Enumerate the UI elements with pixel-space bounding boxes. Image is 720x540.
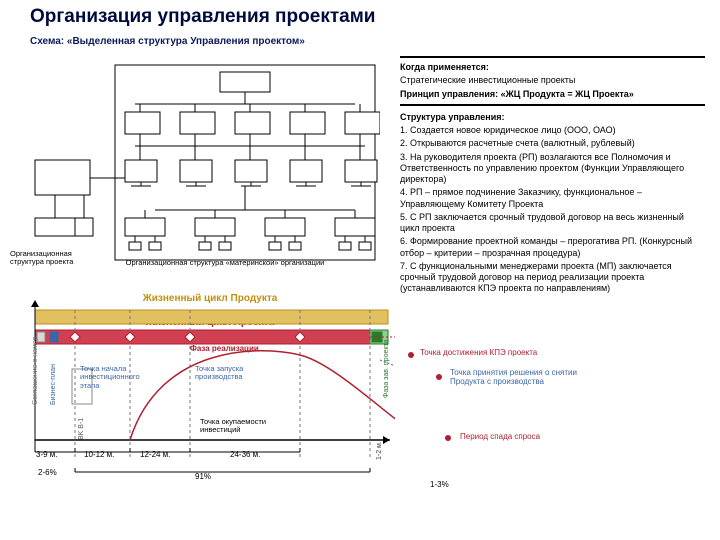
- vlabel-exit-phase: Фаза зав. проекта: [383, 339, 390, 398]
- dot-kpe: [408, 352, 414, 358]
- ann-decision-point: Точка принятия решения о снятии Продукта…: [450, 368, 590, 386]
- vlabel-1-2m: 1-2 м.: [376, 441, 383, 460]
- when-heading: Когда применяется:: [400, 62, 705, 73]
- phase-realization-label: Фаза реализации: [190, 344, 259, 353]
- milestone-payback-point: Точка окупаемости инвестиций: [200, 418, 270, 435]
- lifecycle-chart: [20, 290, 395, 490]
- page-title: Организация управления проектами: [30, 6, 375, 28]
- structure-heading: Структура управления:: [400, 112, 705, 123]
- ann-kpe-point: Точка достижения КПЭ проекта: [420, 348, 540, 357]
- structure-p4: 4. РП – прямое подчинение Заказчику, фун…: [400, 187, 705, 210]
- structure-p7: 7. С функциональными менеджерами проекта…: [400, 261, 705, 295]
- structure-p2: 2. Открываются расчетные счета (валютный…: [400, 138, 705, 149]
- dot-decision: [436, 374, 442, 380]
- duration-3: 12-24 м.: [140, 450, 170, 459]
- percent-2: 91%: [195, 472, 211, 481]
- duration-1: 3-9 м.: [36, 450, 58, 459]
- percent-1: 2-6%: [38, 468, 57, 477]
- milestone-invest-start: Точка начала инвестиционного этапа: [80, 365, 150, 390]
- principle-line: Принцип управления: «ЖЦ Продукта = ЖЦ Пр…: [400, 89, 705, 100]
- org-chart: [30, 60, 380, 270]
- lifecycle-svg: [20, 290, 395, 490]
- ann-decline-period: Период спада спроса: [460, 432, 550, 441]
- vlabel-business-plan: Бизнес-план: [50, 364, 57, 405]
- org-structure-mother-label: Организационная структура «материнской» …: [110, 258, 340, 267]
- scheme-subtitle: Схема: «Выделенная структура Управления …: [30, 36, 305, 47]
- duration-4: 24-36 м.: [230, 450, 260, 459]
- principle-box: Когда применяется: Стратегические инвест…: [400, 56, 705, 106]
- percent-3: 1-3%: [430, 480, 449, 489]
- milestone-production-launch: Точка запуска производства: [195, 365, 260, 382]
- structure-p3: 3. На руководителя проекта (РП) возлагаю…: [400, 152, 705, 186]
- vlabel-bkb: BK B-1: [78, 418, 85, 440]
- right-text-column: Когда применяется: Стратегические инвест…: [400, 56, 705, 297]
- dot-decline: [445, 435, 451, 441]
- structure-p5: 5. С РП заключается срочный трудовой дог…: [400, 212, 705, 235]
- org-structure-project-label: Организационная структура проекта: [10, 250, 90, 267]
- vlabel-agreement: Соглашение о намер.: [32, 334, 39, 405]
- structure-p6: 6. Формирование проектной команды – прер…: [400, 236, 705, 259]
- org-chart-svg: [30, 60, 380, 270]
- duration-2: 10-12 м.: [84, 450, 114, 459]
- when-text: Стратегические инвестиционные проекты: [400, 75, 705, 86]
- structure-p1: 1. Создается новое юридическое лицо (ООО…: [400, 125, 705, 136]
